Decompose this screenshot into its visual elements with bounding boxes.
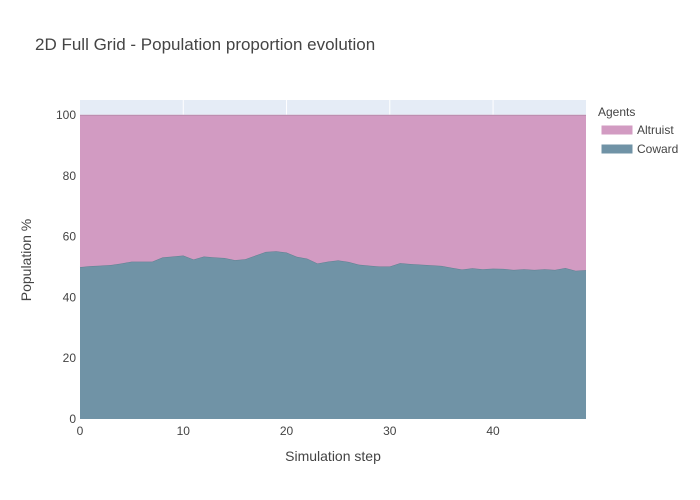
y-tick-label: 40 <box>63 290 77 304</box>
y-tick-label: 20 <box>63 351 77 365</box>
y-tick-labels: 0 20 40 60 80 100 <box>56 108 76 426</box>
legend-swatch <box>601 125 633 135</box>
x-tick-label: 20 <box>280 424 294 438</box>
y-tick-label: 80 <box>63 169 77 183</box>
legend-item-altruist[interactable]: Altruist <box>601 123 674 137</box>
legend-label: Coward <box>637 142 678 156</box>
x-axis-title: Simulation step <box>285 448 381 464</box>
y-axis-title: Population % <box>18 219 34 302</box>
x-tick-label: 0 <box>77 424 84 438</box>
y-tick-label: 60 <box>63 230 77 244</box>
y-tick-label: 0 <box>69 412 76 426</box>
legend-swatch <box>601 144 633 154</box>
x-tick-label: 10 <box>177 424 191 438</box>
chart-title: 2D Full Grid - Population proportion evo… <box>35 35 375 54</box>
x-tick-label: 40 <box>486 424 500 438</box>
legend-item-coward[interactable]: Coward <box>601 142 678 156</box>
area-altruist[interactable] <box>80 115 586 271</box>
legend[interactable]: Agents Altruist Coward <box>598 105 678 156</box>
legend-label: Altruist <box>637 123 674 137</box>
y-tick-label: 100 <box>56 108 76 122</box>
x-tick-labels: 0 10 20 30 40 <box>77 424 500 438</box>
area-layer <box>79 114 587 419</box>
x-tick-label: 30 <box>383 424 397 438</box>
area-coward[interactable] <box>80 251 586 419</box>
legend-title: Agents <box>598 105 635 119</box>
